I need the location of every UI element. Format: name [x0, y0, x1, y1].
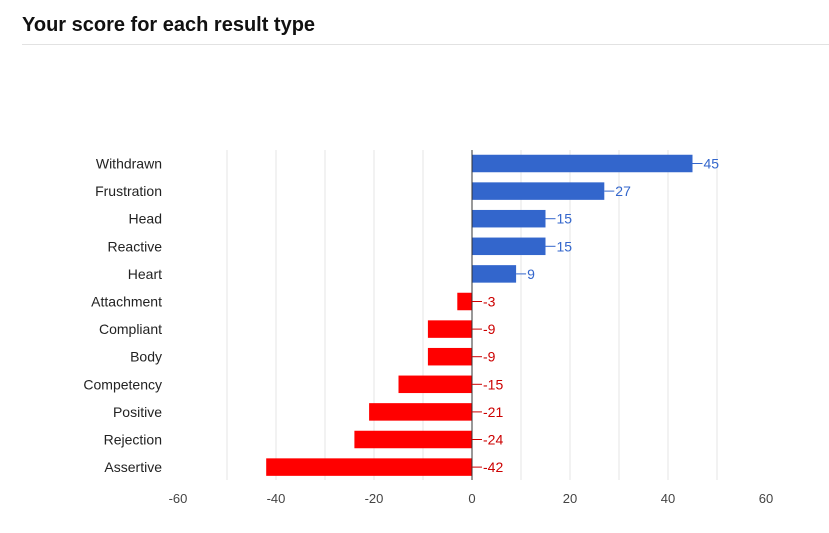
category-label: Body — [130, 349, 162, 365]
bar — [457, 292, 472, 311]
category-label: Withdrawn — [96, 156, 162, 172]
category-label: Rejection — [104, 432, 162, 448]
category-labels: Withdrawn Frustration Head Reactive Heart Att… — [83, 156, 162, 476]
category-label: Positive — [113, 404, 162, 420]
x-tick-label: 20 — [563, 491, 577, 506]
x-tick-labels: -60 -40 -20 0 20 40 60 — [169, 491, 774, 506]
bar — [472, 182, 605, 200]
bar — [398, 375, 472, 394]
x-tick-label: -60 — [169, 491, 188, 506]
x-tick-label: 60 — [759, 491, 773, 506]
bar — [472, 237, 546, 256]
x-tick-label: -20 — [365, 491, 384, 506]
data-label: -21 — [483, 404, 503, 420]
category-label: Frustration — [95, 183, 162, 199]
x-tick-label: 0 — [468, 491, 475, 506]
bar — [427, 320, 472, 338]
page-title: Your score for each result type — [22, 14, 316, 36]
data-label: 15 — [557, 211, 573, 227]
bar — [266, 458, 472, 476]
category-label: Attachment — [91, 294, 162, 310]
category-label: Reactive — [108, 238, 163, 254]
data-labels: 45 27 15 15 9 -3 -9 -9 -15 -21 -24 -42 — [472, 156, 720, 475]
data-label: -9 — [483, 321, 496, 337]
category-label: Head — [129, 211, 162, 227]
category-label: Compliant — [99, 321, 162, 337]
bar — [354, 430, 472, 449]
data-label: 9 — [527, 266, 535, 282]
bar — [472, 209, 546, 228]
data-label: -24 — [483, 432, 503, 448]
category-label: Assertive — [104, 459, 162, 475]
bar — [369, 403, 472, 421]
data-label: 27 — [615, 183, 631, 199]
category-label: Heart — [128, 266, 162, 282]
data-label: 15 — [557, 238, 573, 254]
title-divider — [22, 44, 829, 45]
bar — [472, 265, 517, 283]
data-label: -9 — [483, 349, 496, 365]
x-tick-label: 40 — [661, 491, 675, 506]
bar — [472, 154, 693, 173]
data-label: 45 — [704, 156, 720, 172]
gridlines — [226, 150, 718, 480]
bars — [266, 154, 693, 476]
x-tick-label: -40 — [267, 491, 286, 506]
data-label: -15 — [483, 376, 503, 392]
data-label: -42 — [483, 459, 503, 475]
category-label: Competency — [83, 376, 162, 392]
bar — [427, 347, 472, 366]
data-label: -3 — [483, 294, 496, 310]
